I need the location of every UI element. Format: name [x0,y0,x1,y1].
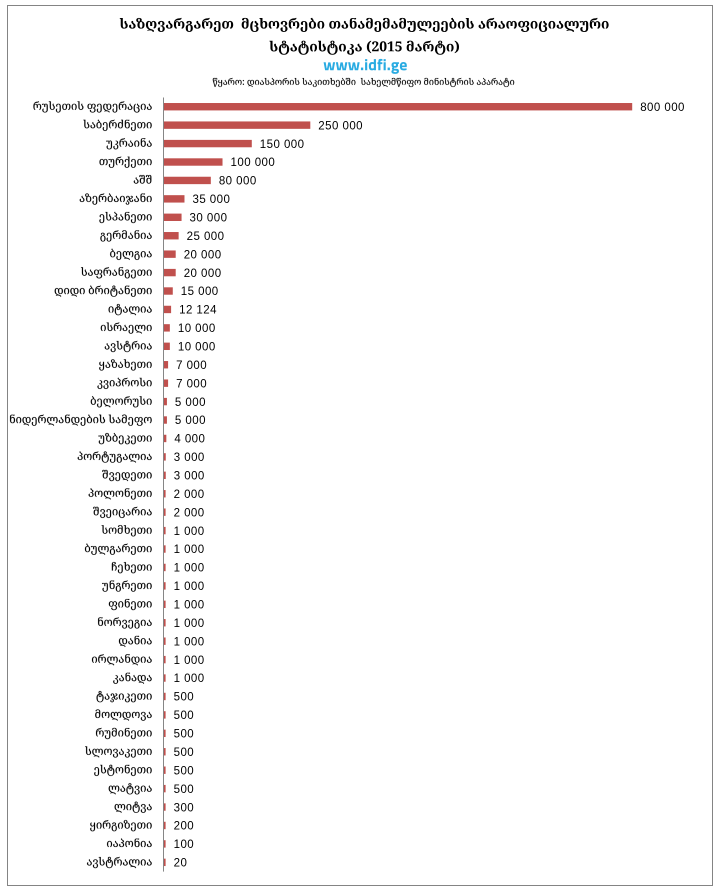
svg-text:5 000: 5 000 [175,415,206,427]
svg-text:500: 500 [174,784,195,796]
svg-text:500: 500 [174,765,195,777]
svg-text:1 000: 1 000 [174,544,205,556]
svg-text:3 000: 3 000 [174,452,205,464]
svg-text:500: 500 [174,692,195,704]
svg-text:7 000: 7 000 [176,378,207,390]
svg-text:1 000: 1 000 [174,636,205,648]
svg-text:1 000: 1 000 [174,600,205,612]
svg-text:500: 500 [174,747,195,759]
svg-text:800 000: 800 000 [640,102,685,114]
svg-text:1 000: 1 000 [174,673,205,685]
svg-text:1 000: 1 000 [174,563,205,575]
svg-text:100 000: 100 000 [231,157,276,169]
svg-text:30 000: 30 000 [190,212,228,224]
svg-text:7 000: 7 000 [176,360,207,372]
svg-text:35 000: 35 000 [192,194,230,206]
svg-text:150 000: 150 000 [260,139,305,151]
svg-text:10 000: 10 000 [178,323,216,335]
svg-text:15 000: 15 000 [181,286,219,298]
svg-text:500: 500 [174,710,195,722]
svg-text:25 000: 25 000 [187,231,225,243]
svg-text:10 000: 10 000 [178,342,216,354]
svg-text:2 000: 2 000 [174,489,205,501]
svg-text:20 000: 20 000 [184,249,222,261]
svg-text:300: 300 [174,802,195,814]
svg-text:12 124: 12 124 [179,305,217,317]
svg-text:5 000: 5 000 [175,397,206,409]
svg-text:250 000: 250 000 [318,120,363,132]
svg-text:1 000: 1 000 [174,581,205,593]
svg-text:2 000: 2 000 [174,507,205,519]
svg-text:1 000: 1 000 [174,655,205,667]
svg-text:4 000: 4 000 [174,434,205,446]
svg-text:20 000: 20 000 [184,268,222,280]
svg-text:1 000: 1 000 [174,526,205,538]
svg-text:1 000: 1 000 [174,618,205,630]
svg-text:3 000: 3 000 [174,471,205,483]
svg-text:80 000: 80 000 [219,176,257,188]
svg-text:500: 500 [174,729,195,741]
svg-text:100: 100 [174,839,195,851]
svg-text:200: 200 [174,821,195,833]
svg-text:20: 20 [174,858,188,870]
